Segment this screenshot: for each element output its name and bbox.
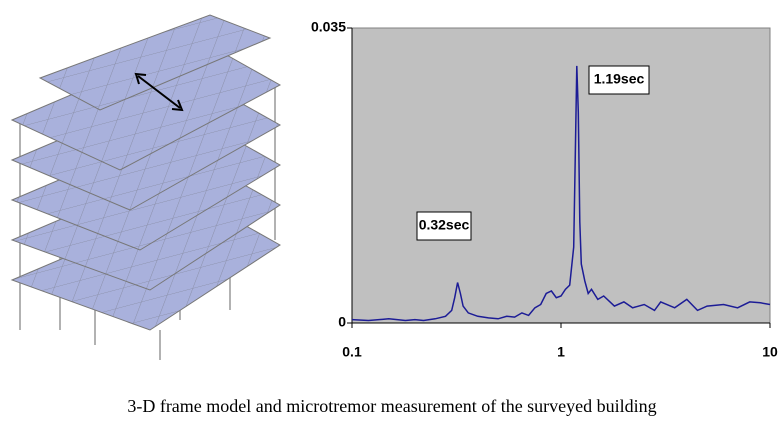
figure: 3-D frame model and microtremor measurem…	[0, 0, 783, 423]
y-tick-label: 0	[338, 314, 346, 330]
plot-background	[352, 28, 770, 323]
caption: 3-D frame model and microtremor measurem…	[127, 396, 656, 416]
y-tick-label: 0.035	[311, 19, 346, 35]
x-tick-label: 10	[762, 344, 778, 360]
annotation: 0.32sec	[419, 217, 470, 233]
x-tick-label: 1	[557, 344, 565, 360]
building-model	[12, 15, 280, 360]
slabs	[12, 15, 280, 330]
x-tick-label: 0.1	[342, 344, 362, 360]
annotation: 1.19sec	[594, 71, 645, 87]
